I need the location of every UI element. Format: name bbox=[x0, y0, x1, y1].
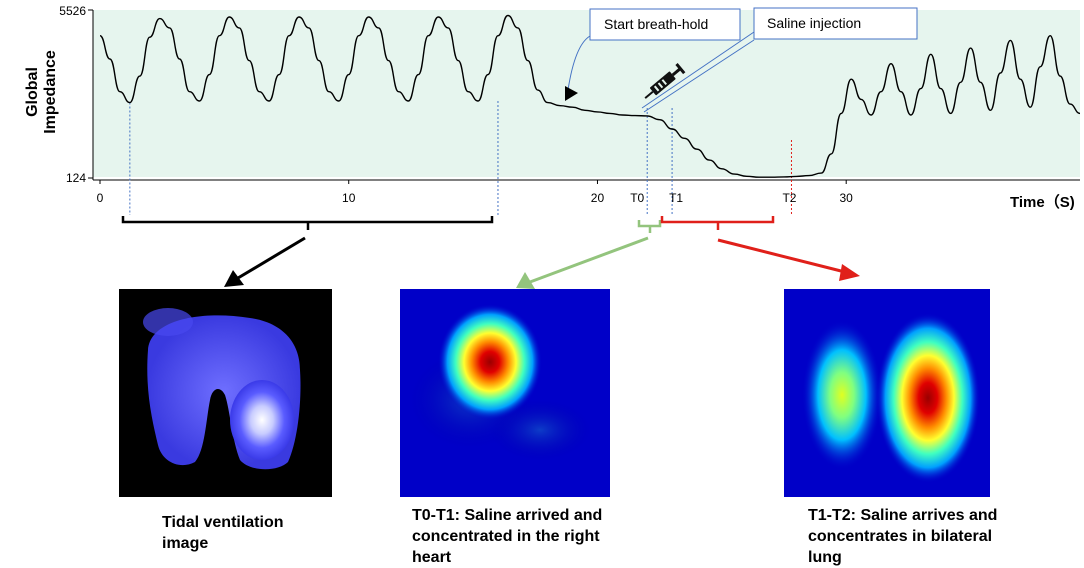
t1t2-arrow bbox=[717, 238, 860, 281]
tidal-caption-line2: image bbox=[162, 535, 209, 552]
marker-label-t1: T1 bbox=[669, 191, 683, 205]
tidal-ventilation-image bbox=[119, 289, 332, 497]
t1t2-caption: T1-T2: Saline arrives and concentrates i… bbox=[808, 505, 997, 568]
tidal-caption-line1: Tidal ventilation bbox=[162, 514, 284, 531]
saline-leader-a bbox=[641, 31, 755, 109]
y-axis-title-line2: Impedance bbox=[42, 50, 59, 134]
t1t2-caption-line2: concentrates in bilateral bbox=[808, 528, 993, 545]
t1t2-caption-line1: T1-T2: Saline arrives and bbox=[808, 507, 998, 524]
bilateral-lung-perfusion-image bbox=[784, 289, 990, 497]
t0t1-arrow bbox=[516, 236, 649, 289]
marker-group: T0 T1 T2 bbox=[129, 100, 797, 215]
saline-label: Saline injection bbox=[767, 15, 861, 31]
tidal-bracket bbox=[121, 216, 494, 230]
x-tick-label-20: 20 bbox=[591, 191, 605, 205]
breath-hold-arrowhead bbox=[565, 86, 578, 101]
breath-hold-callout: Start breath-hold bbox=[565, 8, 741, 101]
y-axis-title-line1: Global bbox=[24, 67, 41, 117]
saline-callout: Saline injection bbox=[641, 7, 918, 113]
saline-leader-b bbox=[643, 39, 755, 113]
saline-box bbox=[753, 7, 918, 40]
plot-background bbox=[93, 10, 1080, 177]
right-heart-perfusion-image bbox=[400, 289, 610, 497]
breath-hold-box bbox=[589, 8, 741, 41]
breath-hold-leader bbox=[567, 35, 591, 91]
tidal-caption: Tidal ventilation image bbox=[162, 512, 284, 554]
x-tick-label-0: 0 bbox=[97, 191, 104, 205]
breath-hold-label: Start breath-hold bbox=[604, 16, 708, 32]
syringe-icon bbox=[644, 63, 686, 99]
t1t2-bracket bbox=[660, 216, 775, 230]
x-tick-label-10: 10 bbox=[342, 191, 356, 205]
x-tick-group: 0 10 20 30 bbox=[97, 180, 854, 205]
t0t1-caption: T0-T1: Saline arrived and concentrated i… bbox=[412, 505, 602, 568]
t1t2-caption-line3: lung bbox=[808, 549, 842, 566]
t0t1-bracket bbox=[637, 220, 662, 233]
marker-label-t0: T0 bbox=[630, 191, 644, 205]
t0t1-caption-line3: heart bbox=[412, 549, 452, 566]
x-tick-label-30: 30 bbox=[840, 191, 854, 205]
impedance-series-line bbox=[99, 14, 1081, 178]
y-axis-title: Global Impedance bbox=[24, 50, 59, 134]
tidal-arrow bbox=[224, 236, 306, 287]
x-axis-title: Time（S) bbox=[1010, 193, 1075, 211]
t0t1-caption-line1: T0-T1: Saline arrived and bbox=[412, 507, 603, 524]
t0t1-caption-line2: concentrated in the right bbox=[412, 528, 600, 545]
marker-label-t2: T2 bbox=[782, 191, 796, 205]
y-tick-label-top: 5526 bbox=[59, 4, 86, 18]
y-tick-label-bottom: 124 bbox=[66, 171, 86, 185]
